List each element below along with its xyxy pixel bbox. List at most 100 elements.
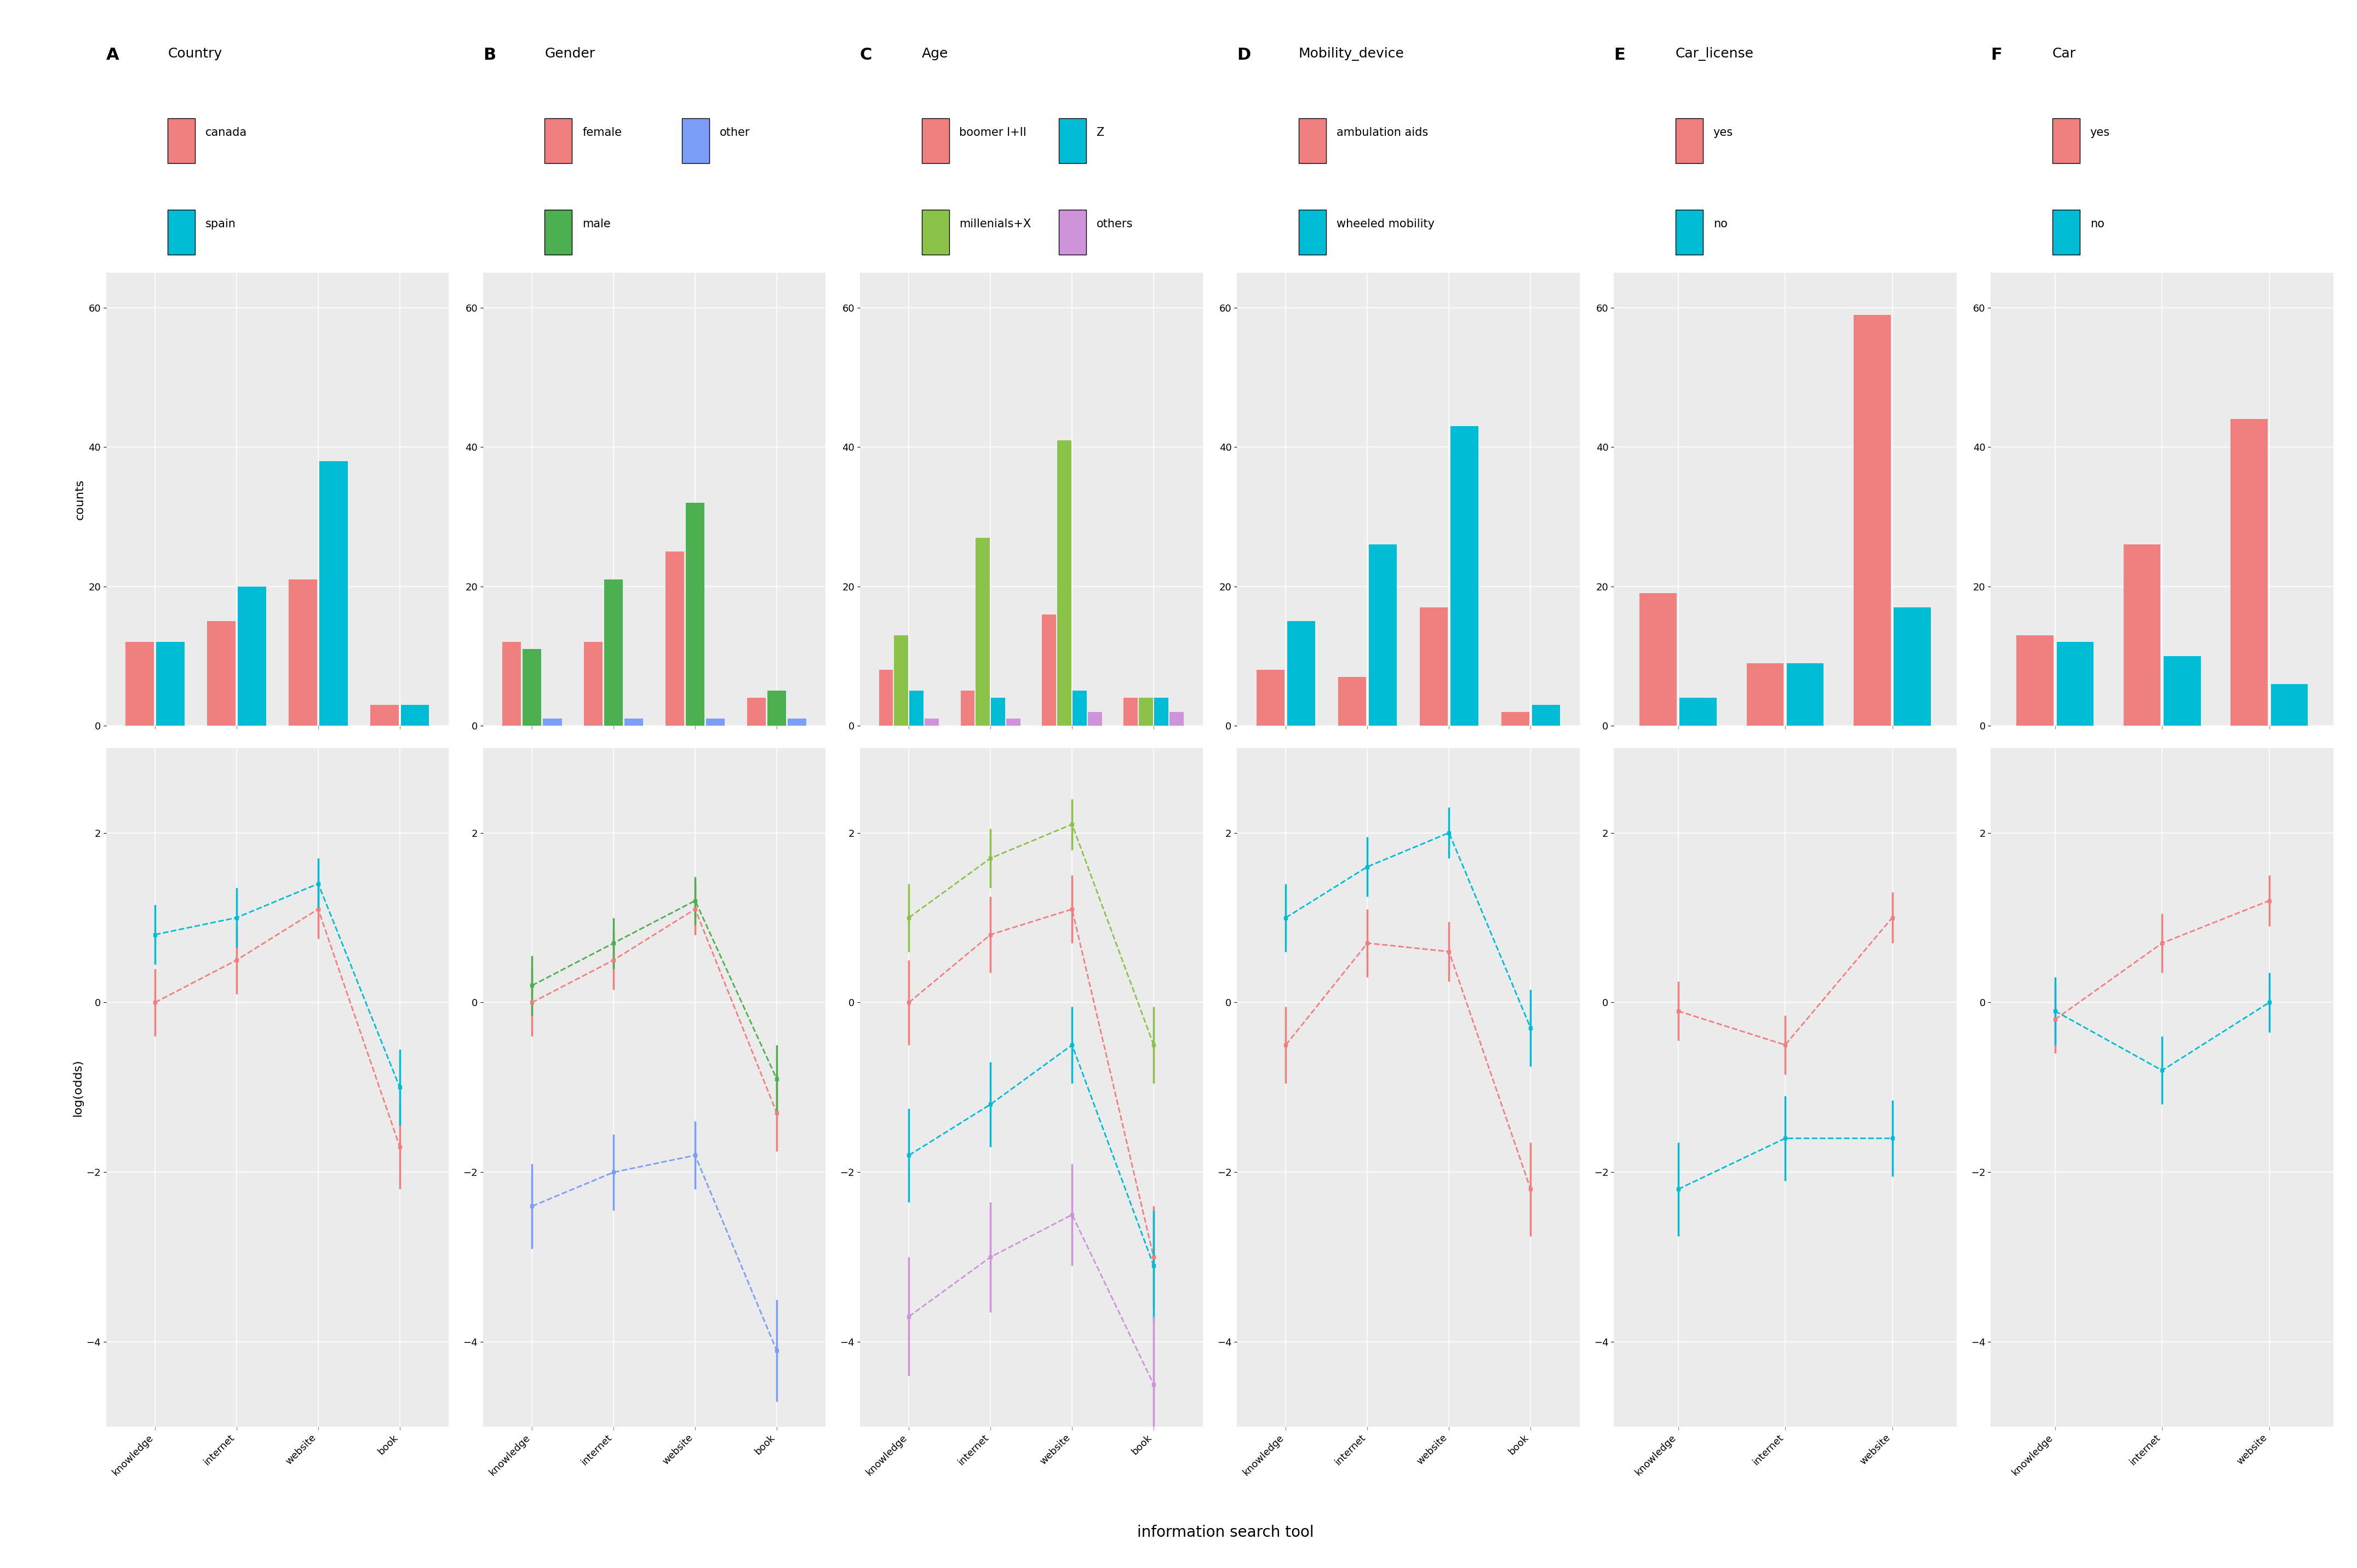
Y-axis label: log(odds): log(odds) (73, 1058, 82, 1116)
Text: spain: spain (205, 220, 236, 230)
Bar (603, 580, 622, 726)
Bar (976, 538, 990, 726)
Text: Mobility_device: Mobility_device (1299, 47, 1405, 61)
Bar (2164, 655, 2201, 726)
Bar (665, 552, 684, 726)
Text: D: D (1237, 47, 1252, 63)
Text: millenials+X: millenials+X (959, 220, 1030, 230)
Text: ambulation aids: ambulation aids (1336, 127, 1428, 138)
Text: male: male (582, 220, 610, 230)
FancyBboxPatch shape (544, 210, 573, 256)
Bar (1124, 698, 1138, 726)
Bar (1072, 691, 1087, 726)
Text: F: F (1992, 47, 2001, 63)
Bar (1169, 712, 1183, 726)
Text: information search tool: information search tool (1138, 1524, 1313, 1540)
Bar (924, 718, 938, 726)
Bar (1256, 670, 1285, 726)
Bar (1089, 712, 1103, 726)
Bar (1155, 698, 1169, 726)
Bar (893, 635, 907, 726)
FancyBboxPatch shape (1676, 210, 1702, 256)
Bar (1138, 698, 1153, 726)
Text: Car: Car (2053, 47, 2077, 60)
Bar (1787, 663, 1824, 726)
Bar (1501, 712, 1530, 726)
FancyBboxPatch shape (2053, 210, 2079, 256)
Bar (2124, 544, 2161, 726)
FancyBboxPatch shape (681, 118, 709, 163)
Bar (747, 698, 766, 726)
FancyBboxPatch shape (1058, 210, 1087, 256)
FancyBboxPatch shape (922, 118, 950, 163)
Text: others: others (1096, 220, 1134, 230)
Bar (502, 641, 521, 726)
Bar (370, 704, 398, 726)
Bar (156, 641, 184, 726)
Text: A: A (106, 47, 118, 63)
FancyBboxPatch shape (922, 210, 950, 256)
FancyBboxPatch shape (167, 118, 196, 163)
Bar (238, 586, 266, 726)
Bar (1006, 718, 1021, 726)
Text: female: female (582, 127, 622, 138)
FancyBboxPatch shape (1299, 118, 1327, 163)
Text: yes: yes (1714, 127, 1732, 138)
Bar (290, 580, 316, 726)
Bar (523, 649, 542, 726)
Bar (1532, 704, 1560, 726)
Text: no: no (1714, 220, 1728, 230)
Bar (625, 718, 643, 726)
Bar (2058, 641, 2093, 726)
Bar (2018, 635, 2053, 726)
Bar (1287, 621, 1315, 726)
Text: B: B (483, 47, 495, 63)
Bar (1640, 593, 1676, 726)
Bar (686, 503, 705, 726)
Text: wheeled mobility: wheeled mobility (1336, 220, 1435, 230)
Bar (1853, 315, 1890, 726)
Bar (2270, 684, 2308, 726)
FancyBboxPatch shape (167, 210, 196, 256)
Text: Car_license: Car_license (1676, 47, 1754, 61)
Bar (1419, 607, 1447, 726)
Bar (910, 691, 924, 726)
Text: boomer I+II: boomer I+II (959, 127, 1028, 138)
Bar (990, 698, 1004, 726)
Text: other: other (719, 127, 750, 138)
Bar (879, 670, 893, 726)
Bar (707, 718, 726, 726)
Text: Gender: Gender (544, 47, 596, 60)
Bar (125, 641, 153, 726)
Text: no: no (2091, 220, 2105, 230)
Bar (542, 718, 561, 726)
Bar (585, 641, 603, 726)
Text: C: C (860, 47, 872, 63)
Text: yes: yes (2091, 127, 2110, 138)
FancyBboxPatch shape (1299, 210, 1327, 256)
Bar (1369, 544, 1398, 726)
Y-axis label: counts: counts (75, 478, 85, 519)
Bar (1681, 698, 1716, 726)
Bar (1450, 426, 1478, 726)
Bar (1893, 607, 1930, 726)
Text: Country: Country (167, 47, 222, 60)
Bar (1058, 441, 1072, 726)
Bar (1042, 615, 1056, 726)
FancyBboxPatch shape (1676, 118, 1702, 163)
Bar (1747, 663, 1784, 726)
Text: Age: Age (922, 47, 948, 60)
Bar (2230, 419, 2267, 726)
FancyBboxPatch shape (544, 118, 573, 163)
Bar (1339, 677, 1367, 726)
Text: canada: canada (205, 127, 247, 138)
Bar (768, 691, 787, 726)
Bar (787, 718, 806, 726)
Bar (207, 621, 236, 726)
Bar (401, 704, 429, 726)
Text: E: E (1615, 47, 1626, 63)
Text: Z: Z (1096, 127, 1103, 138)
FancyBboxPatch shape (1058, 118, 1087, 163)
Bar (321, 461, 346, 726)
Bar (962, 691, 973, 726)
